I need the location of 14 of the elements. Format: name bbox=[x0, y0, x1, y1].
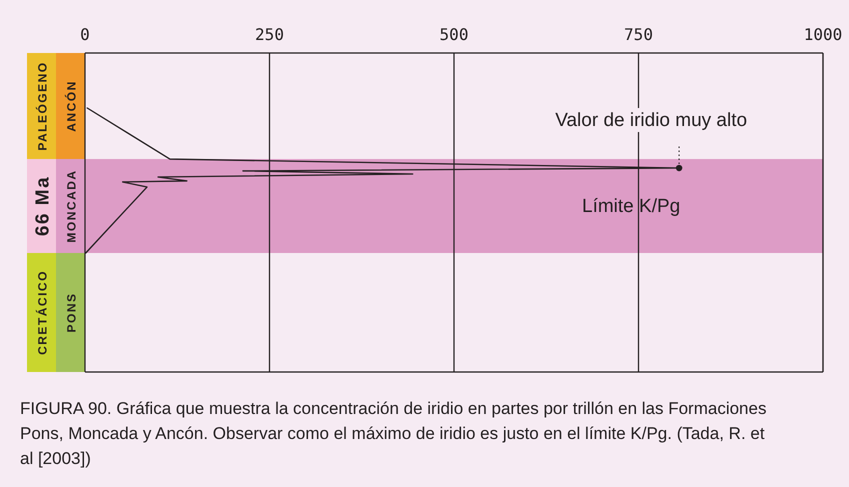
annotation: Valor de iridio muy alto bbox=[555, 110, 748, 132]
strata-cell: PONS bbox=[56, 253, 85, 372]
x-tick-label: 250 bbox=[255, 25, 284, 44]
strata-cell: PALEÓGENO bbox=[27, 53, 56, 159]
x-tick-label: 750 bbox=[624, 25, 653, 44]
strata-cell: MONCADA bbox=[56, 159, 85, 253]
x-tick-label: 500 bbox=[440, 25, 468, 44]
x-tick-label: 0 bbox=[80, 25, 90, 44]
strata-cell: 66 Ma bbox=[27, 159, 56, 253]
x-tick-label: 1000 bbox=[804, 25, 842, 44]
text: FIGURA 90. Gráfica que muestra la concentración de iridio en partes por trillón en las Formaciones Pons, Moncada y Ancón. Observar como el máximo de iridio es justo en el límite K/Pg. (Tada, R. et al [2003]) bbox=[20, 399, 766, 468]
strata-cell: CRETÁCICO bbox=[27, 253, 56, 372]
strata-cell: ANCÓN bbox=[56, 53, 85, 159]
band-label: Límite K/Pg bbox=[582, 196, 680, 218]
